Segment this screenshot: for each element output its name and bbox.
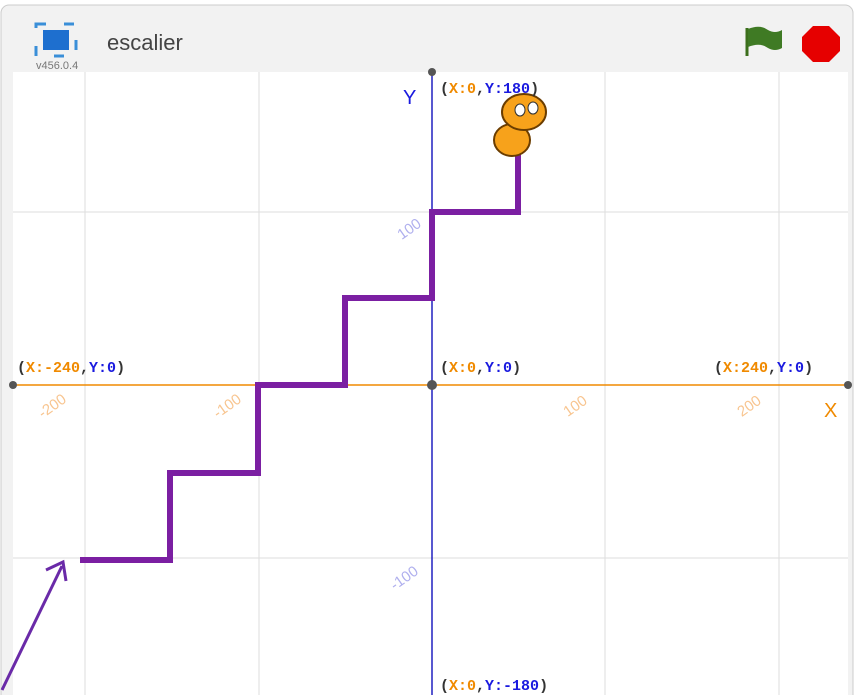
coord-part: ): [116, 360, 125, 377]
scratch-stage: escalier v456.0.4 (X:0,Y:180)(X:-240,Y:0…: [0, 0, 854, 695]
coord-label: (X:240,Y:0): [714, 360, 813, 377]
coord-part: ,: [768, 360, 777, 377]
coord-part: ,: [476, 360, 485, 377]
axis-end: [428, 68, 436, 76]
coord-label: (X:0,Y:180): [440, 81, 539, 98]
coord-part: X:240: [723, 360, 768, 377]
page: escalier v456.0.4 (X:0,Y:180)(X:-240,Y:0…: [0, 0, 854, 695]
coord-label: (X:0,Y:-180): [440, 678, 548, 695]
y-axis-name: Y: [403, 87, 416, 109]
coord-part: X:-240: [26, 360, 80, 377]
coord-part: Y:0: [777, 360, 804, 377]
coord-part: (: [714, 360, 723, 377]
coord-part: ): [512, 360, 521, 377]
coord-part: ): [530, 81, 539, 98]
coord-part: ,: [476, 678, 485, 695]
coord-part: X:0: [449, 678, 476, 695]
version: v456.0.4: [36, 60, 78, 72]
coord-label: (X:0,Y:0): [440, 360, 521, 377]
x-axis-name: X: [824, 400, 837, 422]
coord-part: Y:180: [485, 81, 530, 98]
origin: [427, 380, 437, 390]
coord-label: (X:-240,Y:0): [17, 360, 125, 377]
coord-part: (: [17, 360, 26, 377]
coord-part: X:0: [449, 360, 476, 377]
axis-end: [9, 381, 17, 389]
coord-part: Y:0: [485, 360, 512, 377]
project-title: escalier: [107, 30, 183, 55]
coord-part: Y:0: [89, 360, 116, 377]
axis-end: [844, 381, 852, 389]
coord-part: (: [440, 81, 449, 98]
icon-body: [43, 30, 69, 50]
coord-part: ,: [476, 81, 485, 98]
coord-part: (: [440, 360, 449, 377]
coord-part: ): [804, 360, 813, 377]
coord-part: (: [440, 678, 449, 695]
coord-part: X:0: [449, 81, 476, 98]
coord-part: Y:-180: [485, 678, 539, 695]
cat-eye: [515, 104, 525, 116]
cat-eye: [528, 102, 538, 114]
coord-part: ,: [80, 360, 89, 377]
stop-button[interactable]: [802, 26, 840, 62]
coord-part: ): [539, 678, 548, 695]
